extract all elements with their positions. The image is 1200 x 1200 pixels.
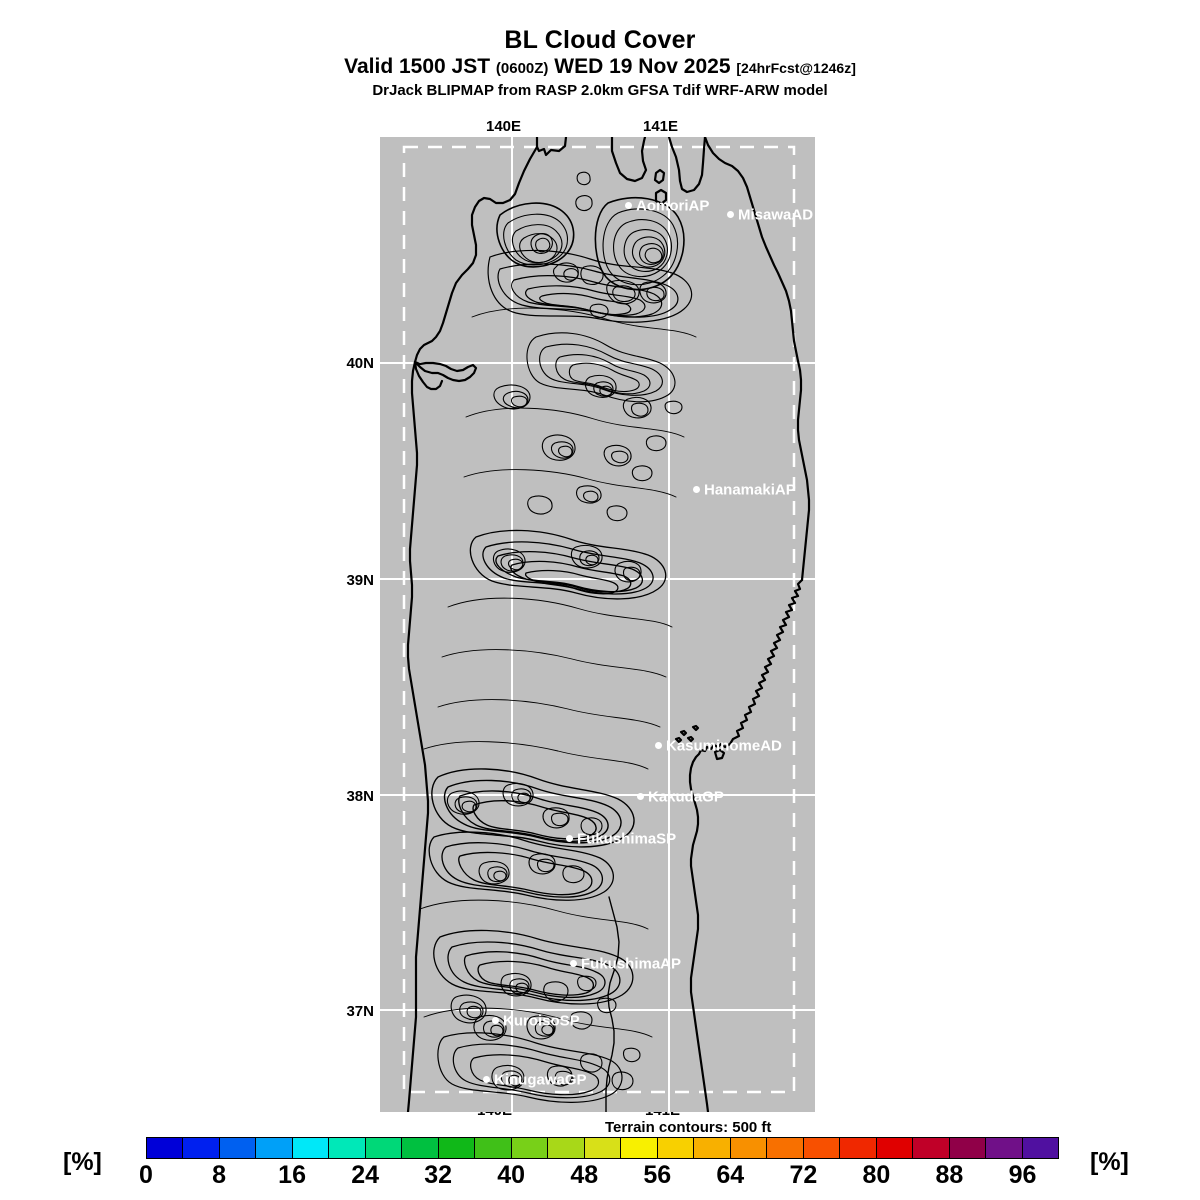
colorbar-tick-56: 56	[643, 1161, 672, 1189]
model-source-line: DrJack BLIPMAP from RASP 2.0km GFSA Tdif…	[372, 82, 828, 99]
colorbar-tick-16: 16	[278, 1161, 306, 1189]
station-aomoriap[interactable]: AomoriAP	[625, 198, 709, 214]
colorbar-swatch-5	[329, 1138, 366, 1158]
station-fukushimasp[interactable]: FukushimaSP	[566, 831, 676, 847]
colorbar-swatch-1	[183, 1138, 220, 1158]
station-misawaad[interactable]: MisawaAD	[727, 207, 813, 223]
title-block: BL Cloud Cover Valid 1500 JST (0600Z) WE…	[0, 26, 1200, 100]
terrain-contour-note: Terrain contours: 500 ft	[605, 1119, 772, 1136]
colorbar-tick-96: 96	[1008, 1161, 1037, 1189]
colorbar-swatch-2	[219, 1138, 257, 1158]
colorbar-tick-72: 72	[789, 1161, 818, 1189]
valid-time-line: Valid 1500 JST (0600Z) WED 19 Nov 2025 […	[0, 54, 1200, 81]
colorbar-swatches	[146, 1137, 1059, 1159]
station-marker-icon	[492, 1016, 499, 1024]
station-hanamakiap[interactable]: HanamakiAP	[693, 482, 796, 498]
map-canvas	[380, 137, 815, 1112]
colorbar: 0 8 16 24 32 40 48 56 64 72 80 88 96	[0, 1137, 1200, 1189]
colorbar-swatch-11	[548, 1138, 585, 1158]
station-marker-icon	[655, 741, 662, 749]
colorbar-swatch-19	[840, 1138, 877, 1158]
valid-utc: (0600Z)	[495, 60, 549, 77]
map-panel[interactable]	[380, 137, 815, 1112]
station-marker-icon	[637, 792, 644, 800]
station-marker-icon	[727, 210, 734, 218]
colorbar-swatch-18	[803, 1138, 841, 1158]
colorbar-swatch-10	[511, 1138, 549, 1158]
colorbar-units-right: [%]	[1090, 1148, 1129, 1176]
colorbar-tick-0: 0	[139, 1161, 153, 1189]
colorbar-swatch-12	[584, 1138, 622, 1158]
colorbar-swatch-14	[657, 1138, 695, 1158]
colorbar-tick-40: 40	[497, 1161, 526, 1189]
lat-label-left-37n: 37N	[346, 1003, 374, 1020]
station-marker-icon	[566, 834, 573, 842]
lat-label-left-40n: 40N	[346, 355, 374, 372]
colorbar-swatch-0	[147, 1138, 184, 1158]
lon-label-top-141e: 141E	[643, 118, 679, 135]
valid-date: WED 19 Nov 2025	[554, 55, 731, 78]
colorbar-tick-24: 24	[351, 1161, 380, 1189]
station-marker-icon	[693, 485, 700, 493]
lon-label-top-140e: 140E	[486, 118, 522, 135]
page-title: BL Cloud Cover	[504, 26, 696, 54]
colorbar-swatch-23	[986, 1138, 1023, 1158]
station-kasuminomead[interactable]: KasuminomeAD	[655, 738, 782, 754]
colorbar-tick-88: 88	[935, 1161, 964, 1189]
colorbar-tick-labels: 0 8 16 24 32 40 48 56 64 72 80 88 96	[139, 1161, 1059, 1189]
colorbar-swatch-15	[694, 1138, 731, 1158]
colorbar-swatch-24	[1022, 1138, 1059, 1158]
station-marker-icon	[625, 201, 632, 209]
colorbar-swatch-8	[438, 1138, 476, 1158]
colorbar-swatch-6	[365, 1138, 403, 1158]
station-fukushimaap[interactable]: FukushimaAP	[570, 956, 681, 972]
colorbar-tick-32: 32	[424, 1161, 453, 1189]
colorbar-tick-80: 80	[862, 1161, 891, 1189]
colorbar-swatch-13	[621, 1138, 658, 1158]
station-kinugawagp[interactable]: KinugawaGP	[483, 1072, 587, 1088]
map-graphics	[380, 137, 815, 1112]
forecast-tag: [24hrFcst@1246z]	[736, 60, 856, 76]
colorbar-units-left: [%]	[63, 1148, 102, 1176]
domain-boundary-box	[402, 145, 796, 1094]
colorbar-swatch-3	[256, 1138, 293, 1158]
terrain-contours	[419, 171, 697, 1103]
colorbar-swatch-4	[292, 1138, 330, 1158]
colorbar-swatch-21	[913, 1138, 950, 1158]
colorbar-swatch-20	[876, 1138, 914, 1158]
lat-label-left-39n: 39N	[346, 572, 374, 589]
colorbar-swatch-16	[730, 1138, 768, 1158]
station-marker-icon	[483, 1075, 490, 1083]
colorbar-tick-8: 8	[212, 1161, 226, 1189]
colorbar-tick-48: 48	[570, 1161, 599, 1189]
colorbar-swatch-17	[767, 1138, 804, 1158]
station-kuroisosp[interactable]: KuroisoSP	[492, 1013, 580, 1029]
colorbar-swatch-7	[402, 1138, 439, 1158]
lat-label-left-38n: 38N	[346, 788, 374, 805]
colorbar-tick-64: 64	[716, 1161, 745, 1189]
colorbar-swatch-22	[949, 1138, 987, 1158]
station-kakudagp[interactable]: KakudaGP	[637, 789, 724, 805]
colorbar-swatch-9	[475, 1138, 512, 1158]
station-marker-icon	[570, 959, 577, 967]
valid-prefix: Valid 1500 JST	[344, 55, 491, 78]
